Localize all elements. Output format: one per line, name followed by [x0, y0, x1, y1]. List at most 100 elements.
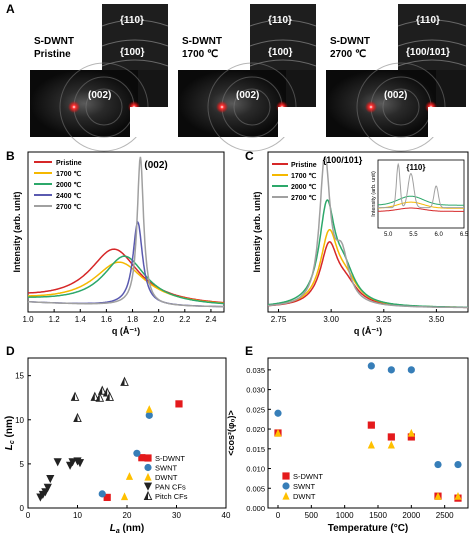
x-tick-label: 1500	[369, 511, 387, 520]
x-axis-label: q (Å⁻¹)	[354, 326, 382, 336]
legend-label: PAN CFs	[155, 483, 186, 492]
x-tick-label: 2.2	[179, 315, 191, 324]
legend-label: 1700 ℃	[291, 172, 317, 180]
legend-label: S-DWNT	[293, 472, 323, 481]
legend-marker-e	[282, 472, 290, 480]
x-tick-label: 10	[73, 511, 82, 520]
x-axis-label-sub: a	[116, 528, 120, 535]
series-line-c-3	[267, 158, 468, 309]
point-d-1-0	[98, 490, 106, 498]
point-d-2-0	[120, 492, 129, 501]
legend-label: 1700 ℃	[56, 170, 82, 178]
inset-y-label: Intensity (arb. unit)	[371, 171, 377, 217]
diffraction-ring	[382, 88, 420, 126]
plane-label: {100}	[268, 47, 293, 58]
image-title: 2700 ℃	[330, 49, 366, 60]
legend-label: 2700 ℃	[56, 203, 82, 211]
y-tick-label: 0.035	[246, 366, 265, 375]
x-tick-label: 1.4	[75, 315, 87, 324]
peak-label: {100/101}	[323, 155, 363, 165]
inset-tick-label: 5.0	[384, 232, 393, 238]
point-d-3-9	[75, 459, 85, 468]
chart-e: 0 500 1000 1500 2000 2500 0.000 0.005 0.010 0.015…	[226, 357, 469, 534]
y-tick-label: 0.025	[246, 405, 265, 414]
point-e-1-4	[434, 460, 442, 469]
x-axis-label: Temperature (°C)	[328, 523, 409, 534]
ring-arc	[101, 59, 169, 67]
inset-tick-label: 5.5	[409, 232, 418, 238]
plane-label: {100}	[120, 47, 145, 58]
panel-letter-e: E	[245, 344, 253, 358]
inset-line-1	[377, 201, 464, 209]
x-tick-label: 3.25	[376, 315, 392, 324]
x-tick-label: 2000	[402, 511, 420, 520]
point-d-4-5-half	[103, 388, 108, 397]
point-e-1-3	[407, 366, 415, 374]
y-tick-label: 0.015	[246, 445, 265, 454]
x-tick-label: 1000	[336, 511, 354, 520]
x-tick-label: 2.4	[205, 315, 217, 324]
ring-arc	[249, 59, 317, 67]
ring-arc	[249, 39, 317, 47]
point-d-4-2-half	[91, 392, 95, 401]
image-title: 1700 ℃	[182, 49, 218, 60]
point-e-0-2	[387, 433, 395, 441]
x-axis-label: La (nm)	[110, 523, 144, 535]
y-tick-label: 0.020	[246, 425, 265, 434]
y-tick-label: 0.005	[246, 484, 265, 493]
beam-stop	[278, 107, 316, 137]
zoom-strip	[250, 4, 316, 72]
x-tick-label: 1.6	[101, 315, 113, 324]
legend-label: Pristine	[291, 162, 317, 169]
point-e-2-3	[407, 428, 415, 437]
image-title: S-DWNT	[182, 36, 222, 47]
legend-marker-d	[144, 472, 152, 481]
ring-arc	[101, 19, 169, 27]
plane-label: (002)	[384, 90, 407, 101]
legend-label: SWNT	[293, 482, 315, 491]
zoom-strip	[398, 4, 466, 72]
x-tick-label: 1.2	[49, 315, 61, 324]
x-tick-label: 1.8	[127, 315, 139, 324]
legend-marker-d	[143, 482, 153, 491]
pattern-area-right	[286, 70, 316, 110]
point-d-1-1	[133, 449, 141, 457]
point-e-1-5	[454, 460, 462, 469]
legend-label: 2700 ℃	[291, 194, 317, 202]
diffraction-images: {110} {100} (002) S-DWNT Pristine {110} {100} (…	[30, 4, 467, 152]
y-axis-label: Intensity (arb. unit)	[252, 191, 262, 272]
series-line-b-4	[27, 156, 224, 308]
plot-frame	[27, 357, 227, 509]
y-tick-label: 0.010	[246, 465, 265, 474]
y-axis-label-unit: (nm)	[4, 416, 15, 440]
point-e-1-0	[274, 409, 282, 417]
point-d-0-1	[138, 454, 146, 462]
panel-letter-a: A	[6, 2, 15, 16]
plane-label: {110}	[416, 15, 440, 26]
pattern-area-right	[138, 70, 168, 110]
inset-line-0	[377, 207, 464, 212]
y-tick-label: 15	[15, 372, 24, 381]
point-d-0-0	[103, 493, 111, 502]
inset-tick-label: 6.5	[460, 232, 469, 238]
legend-label: 2400 ℃	[56, 192, 82, 200]
point-d-4-4-half	[98, 386, 103, 395]
diffraction-spot	[365, 101, 377, 113]
chart-c: 2.75 3.00 3.25 3.50 q (Å⁻¹) Intensity (arb. u…	[252, 151, 469, 336]
zoom-strip	[102, 4, 168, 72]
inset-peak-label: {110}	[406, 163, 425, 172]
legend-label: Pristine	[56, 160, 82, 167]
beam-stop	[428, 107, 466, 137]
inset-frame	[377, 159, 465, 229]
diffraction-image-3: {110} {100/101} (002) S-DWNT 2700 ℃	[326, 4, 467, 152]
y-tick-label: 10	[15, 416, 24, 425]
x-axis-label: q (Å⁻¹)	[112, 326, 140, 336]
legend-label: S-DWNT	[155, 454, 185, 463]
peak-label: (002)	[144, 160, 167, 171]
plane-label: (002)	[236, 90, 259, 101]
ring-arc	[101, 39, 169, 47]
point-e-2-2	[387, 440, 395, 449]
diffraction-spot	[216, 101, 228, 113]
x-tick-label: 30	[172, 511, 181, 520]
point-e-2-0	[274, 428, 282, 437]
